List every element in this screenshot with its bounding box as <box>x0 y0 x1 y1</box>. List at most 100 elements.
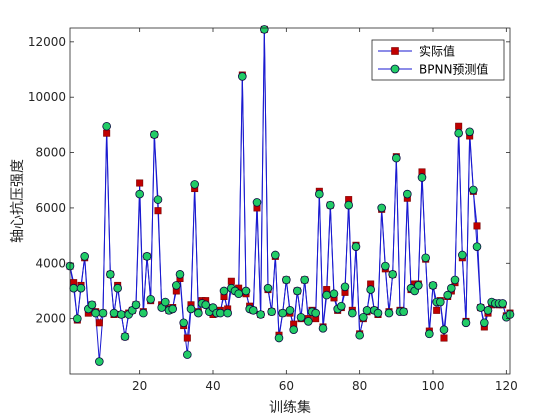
data-point-bpnn <box>454 128 463 138</box>
data-point-bpnn <box>355 330 364 340</box>
ticks-layer: 20 40 60 80 100 120 2000 4000 6000 8000 10000 12000 <box>28 28 518 393</box>
y-tick-label: 2000 <box>35 312 66 326</box>
series-layer <box>65 25 515 366</box>
data-point-bpnn <box>414 281 423 290</box>
data-point-bpnn <box>76 283 86 293</box>
y-tick-label: 10000 <box>28 90 66 104</box>
data-point-bpnn <box>296 312 306 322</box>
data-point-bpnn <box>161 297 170 307</box>
data-point-actual <box>136 179 144 187</box>
data-point-actual <box>103 129 111 137</box>
data-point-bpnn <box>260 25 269 34</box>
data-point-bpnn <box>252 198 262 207</box>
data-point-bpnn <box>106 270 115 279</box>
data-point-bpnn <box>450 275 460 285</box>
data-point-bpnn <box>465 127 474 137</box>
data-point-bpnn <box>318 324 328 333</box>
data-point-bpnn <box>172 281 181 290</box>
y-tick-label: 12000 <box>28 35 66 49</box>
data-point-bpnn <box>322 290 331 300</box>
data-point-bpnn <box>139 308 148 318</box>
y-tick-label: 8000 <box>35 146 66 160</box>
data-point-bpnn <box>384 308 394 318</box>
data-point-bpnn <box>135 189 144 199</box>
data-point-bpnn <box>425 329 434 339</box>
data-point-bpnn <box>285 306 295 315</box>
legend: 实际值 BPNN预测值 <box>371 39 505 81</box>
data-point-bpnn <box>377 203 386 213</box>
data-point-bpnn <box>216 308 225 318</box>
data-point-bpnn <box>447 283 456 293</box>
data-point-bpnn <box>109 308 119 318</box>
data-point-bpnn <box>175 270 185 279</box>
data-point-bpnn <box>293 286 302 296</box>
data-point-bpnn <box>223 308 232 318</box>
data-point-bpnn <box>388 270 397 279</box>
data-point-bpnn <box>344 200 353 210</box>
data-point-bpnn <box>476 303 485 312</box>
data-point-bpnn <box>186 304 196 314</box>
data-point-bpnn <box>300 275 309 285</box>
data-point-bpnn <box>87 300 97 310</box>
data-point-bpnn <box>183 350 192 359</box>
data-point-bpnn <box>113 283 122 293</box>
x-tick-label: 100 <box>422 379 445 393</box>
data-point-bpnn <box>399 307 408 317</box>
data-point-bpnn <box>472 242 482 251</box>
data-point-bpnn <box>480 318 489 328</box>
data-point-bpnn <box>168 304 177 314</box>
data-point-bpnn <box>461 318 471 328</box>
data-point-bpnn <box>340 282 350 292</box>
data-point-actual <box>433 306 441 314</box>
data-point-actual <box>473 222 481 230</box>
x-tick-label: 80 <box>352 379 367 393</box>
data-point-bpnn <box>373 308 383 318</box>
data-point-bpnn <box>351 242 361 251</box>
data-point-bpnn <box>278 308 287 318</box>
data-point-bpnn <box>329 289 339 299</box>
data-point-bpnn <box>271 250 280 260</box>
x-tick-label: 60 <box>279 379 294 393</box>
data-point-bpnn <box>98 308 108 318</box>
data-point-bpnn <box>267 307 276 317</box>
data-point-bpnn <box>417 173 427 182</box>
data-point-bpnn <box>263 283 273 293</box>
data-point-bpnn <box>428 281 438 290</box>
data-point-bpnn <box>362 306 372 315</box>
y-tick-label: 6000 <box>35 201 66 215</box>
data-point-actual <box>95 319 103 327</box>
x-tick-label: 120 <box>495 379 518 393</box>
data-point-bpnn <box>311 308 320 318</box>
data-point-bpnn <box>190 180 199 189</box>
x-tick-label: 40 <box>205 379 220 393</box>
data-point-bpnn <box>80 252 89 261</box>
y-axis-label: 轴心抗压强度 <box>10 159 26 243</box>
data-point-bpnn <box>69 283 78 293</box>
data-point-bpnn <box>289 325 298 335</box>
data-point-bpnn <box>469 185 478 195</box>
data-point-bpnn <box>421 253 430 263</box>
data-point-bpnn <box>436 297 445 307</box>
data-point-bpnn <box>282 275 291 285</box>
data-point-actual <box>227 277 235 285</box>
data-point-bpnn <box>153 195 163 204</box>
data-point-bpnn <box>238 72 247 81</box>
data-point-bpnn <box>102 121 111 131</box>
data-point-bpnn <box>337 301 346 311</box>
data-point-actual <box>183 334 191 342</box>
data-point-bpnn <box>150 130 159 139</box>
data-point-bpnn <box>117 310 126 319</box>
legend-marker-bpnn <box>390 64 400 74</box>
data-point-bpnn <box>304 317 313 326</box>
data-point-actual <box>455 122 463 130</box>
data-point-bpnn <box>120 332 130 341</box>
y-tick-label: 4000 <box>35 256 66 270</box>
data-point-bpnn <box>131 300 141 310</box>
data-point-bpnn <box>381 261 390 271</box>
plot-frame <box>69 27 511 375</box>
data-point-bpnn <box>403 189 412 199</box>
legend-label-actual: 实际值 <box>419 44 455 59</box>
x-axis-label: 训练集 <box>269 399 311 416</box>
data-point-bpnn <box>234 289 243 299</box>
data-point-bpnn <box>91 308 100 318</box>
